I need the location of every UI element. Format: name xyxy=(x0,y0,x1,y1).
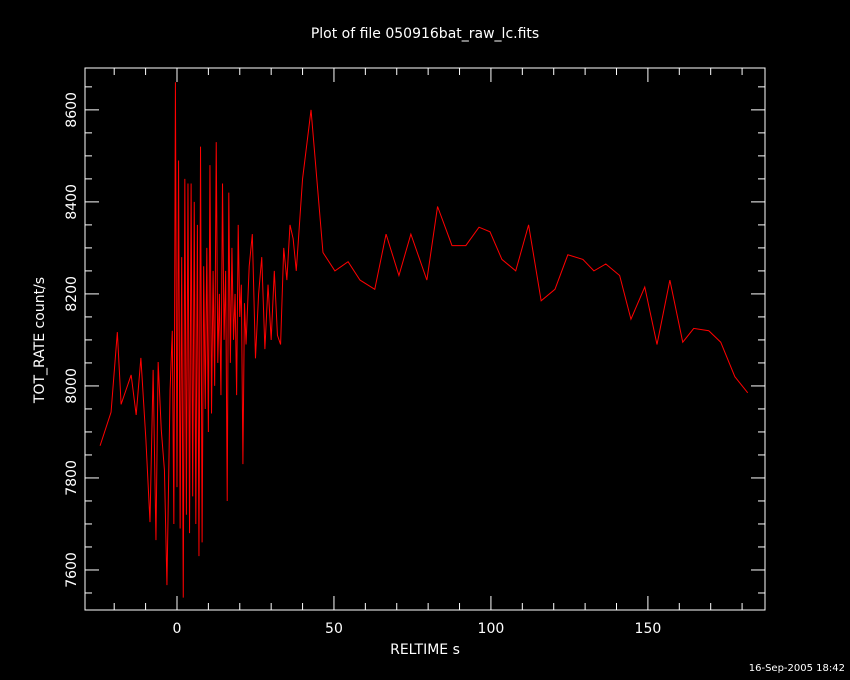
y-tick-label: 7600 xyxy=(64,552,80,588)
y-axis-label: TOT_RATE count/s xyxy=(32,277,48,404)
x-tick-label: 50 xyxy=(325,621,343,637)
y-tick-label: 8000 xyxy=(64,368,80,404)
x-tick-label: 0 xyxy=(173,621,182,637)
y-tick-label: 8600 xyxy=(64,92,80,128)
x-tick-label: 150 xyxy=(635,621,662,637)
x-axis-label: RELTIME s xyxy=(390,642,460,658)
light-curve xyxy=(99,82,749,598)
y-tick-label: 8400 xyxy=(64,184,80,220)
y-tick-label: 7800 xyxy=(64,460,80,496)
footer-timestamp: 16-Sep-2005 18:42 xyxy=(749,663,845,674)
y-tick-label: 8200 xyxy=(64,276,80,312)
chart-title: Plot of file 050916bat_raw_lc.fits xyxy=(311,26,539,42)
plot-frame xyxy=(84,67,766,611)
x-tick-label: 100 xyxy=(478,621,505,637)
